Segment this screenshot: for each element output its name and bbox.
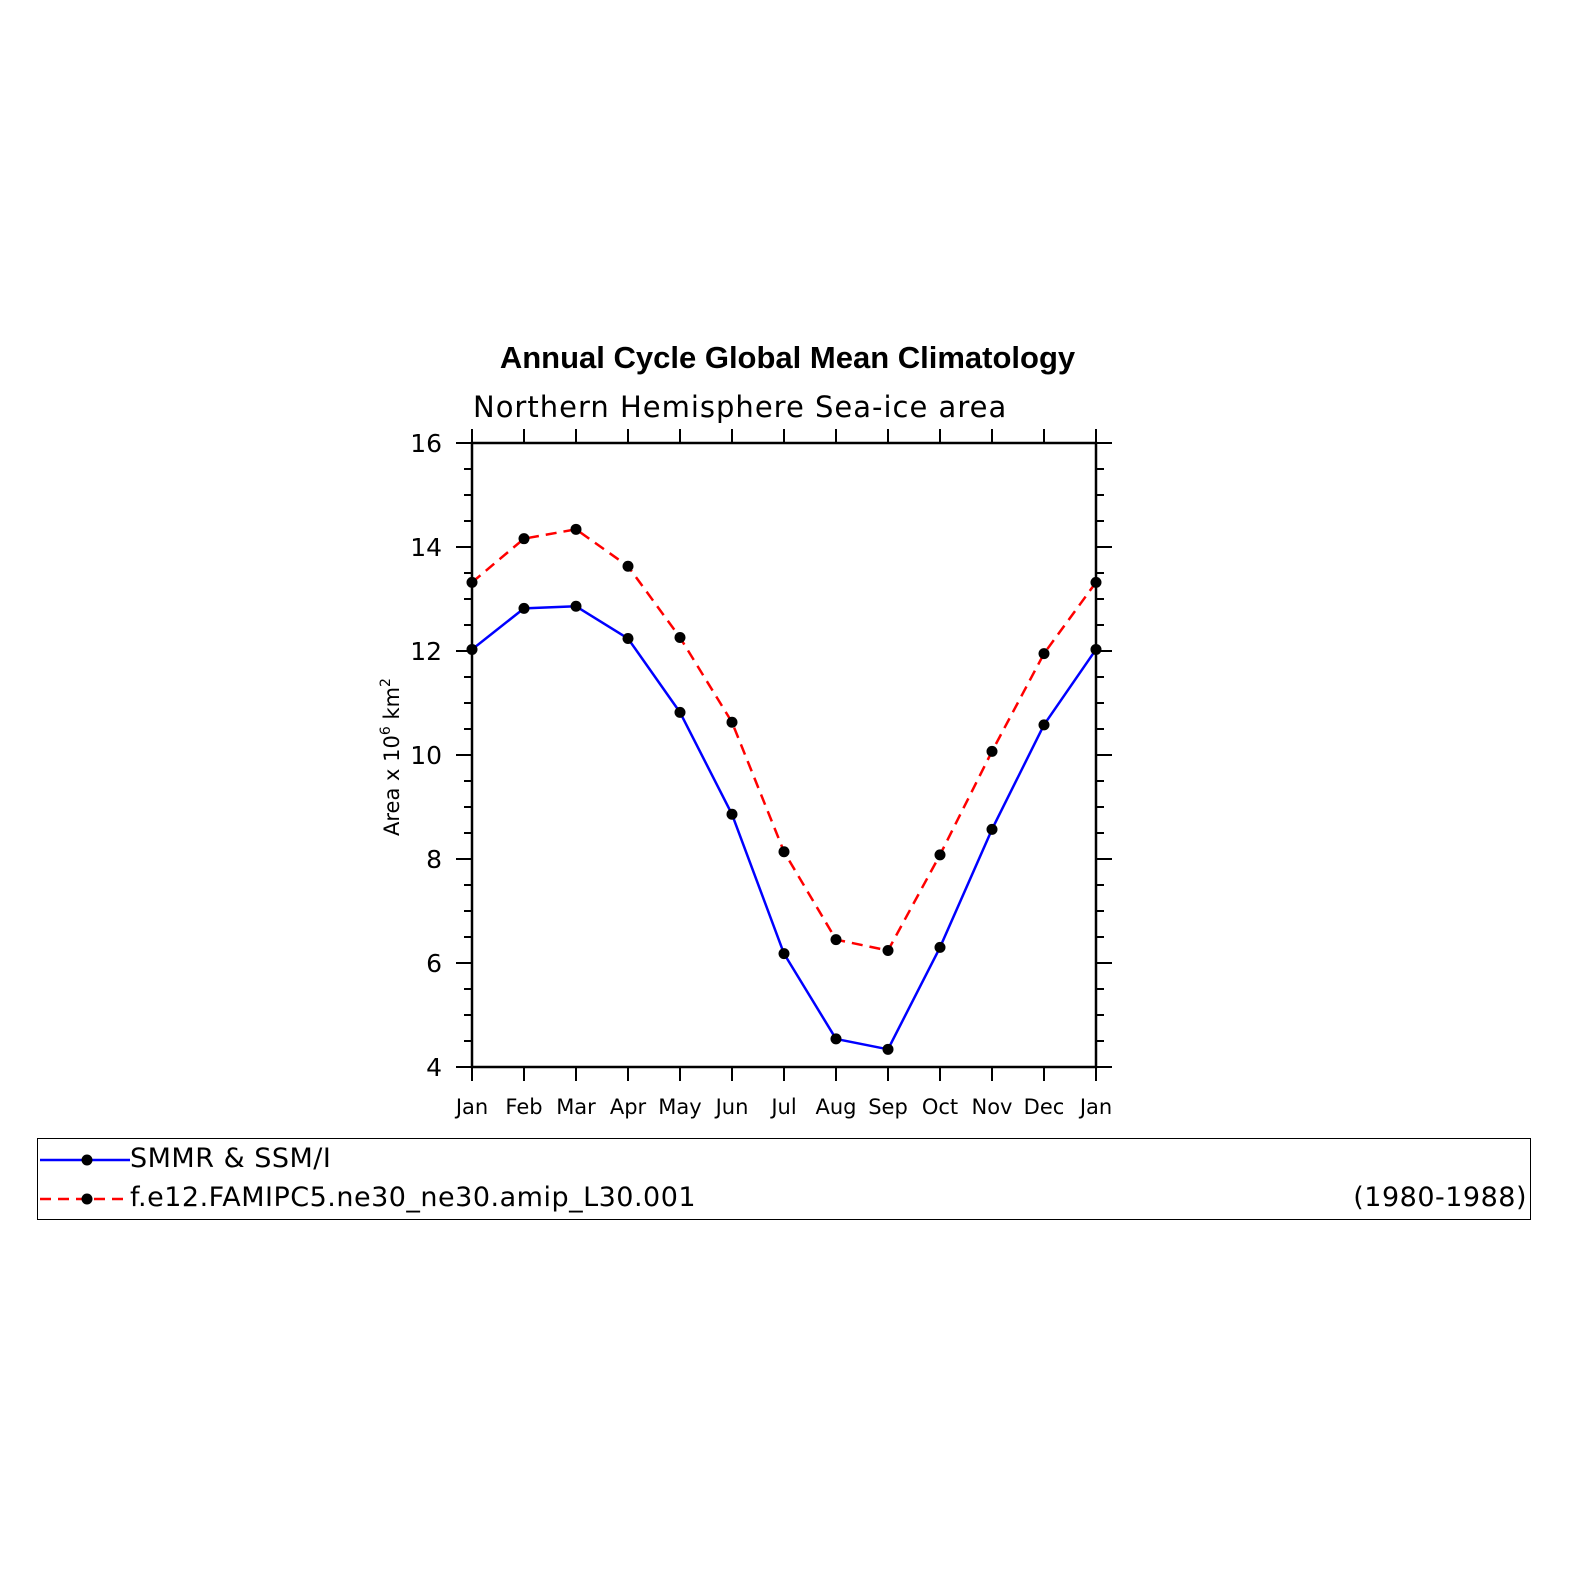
series-0-point <box>518 602 530 614</box>
x-tick-label: Mar <box>556 1095 596 1119</box>
x-tick-label: May <box>658 1095 701 1119</box>
x-tick-label: Feb <box>505 1095 542 1119</box>
legend-item-model: f.e12.FAMIPC5.ne30_ne30.amip_L30.001 (19… <box>38 1180 1530 1220</box>
series-0-point <box>622 633 634 645</box>
series-1-point <box>1090 576 1102 588</box>
y-tick-label: 10 <box>410 741 442 770</box>
series-1-point <box>1038 648 1050 660</box>
series-0-point <box>986 823 998 835</box>
series-0-point <box>674 706 686 718</box>
series-1-point <box>518 533 530 545</box>
series-0-point <box>778 948 790 960</box>
legend-item-observations: SMMR & SSM/I <box>38 1141 1530 1181</box>
series-1-point <box>674 631 686 643</box>
x-tick-label: Sep <box>868 1095 908 1119</box>
series-1-point <box>570 523 582 535</box>
y-axis-label-base: Area x 10 <box>380 735 404 836</box>
axes-layer: 4 6 8 10 12 14 16 Jan Feb Mar Apr May Jun Jul Aug Sep Oc… <box>410 429 1112 1119</box>
y-tick-label: 4 <box>426 1053 442 1082</box>
series-1-point <box>778 846 790 858</box>
series-1-point <box>830 934 842 946</box>
series-0-point <box>830 1033 842 1045</box>
chart-subtitle: Northern Hemisphere Sea-ice area <box>473 390 1008 424</box>
x-tick-label: Dec <box>1024 1095 1065 1119</box>
series-0-point <box>726 808 738 820</box>
y-tick-label: 8 <box>426 845 442 874</box>
legend-label-observations: SMMR & SSM/I <box>130 1143 332 1174</box>
x-tick-label: Nov <box>972 1095 1013 1119</box>
series-line-0 <box>471 605 1098 1051</box>
y-axis-label-mid: km <box>380 687 404 726</box>
series-0-point <box>466 643 478 655</box>
plot-frame <box>470 441 1098 1069</box>
series-1-point <box>726 716 738 728</box>
series-0-point <box>570 600 582 612</box>
series-1-point <box>882 945 894 957</box>
series-1-point <box>622 560 634 572</box>
legend: SMMR & SSM/I f.e12.FAMIPC5.ne30_ne30.ami… <box>37 1138 1531 1220</box>
series-layer <box>466 523 1102 1055</box>
chart-title: Annual Cycle Global Mean Climatology <box>499 340 1076 375</box>
x-tick-label: Oct <box>922 1095 958 1119</box>
series-line-1 <box>471 528 1098 952</box>
series-0-point <box>1090 643 1102 655</box>
y-tick-label: 12 <box>410 637 442 666</box>
legend-period: (1980-1988) <box>1353 1182 1527 1213</box>
y-tick-label: 6 <box>426 949 442 978</box>
legend-swatch-model <box>40 1193 130 1205</box>
series-1-point <box>466 576 478 588</box>
legend-label-model: f.e12.FAMIPC5.ne30_ne30.amip_L30.001 <box>130 1182 697 1213</box>
y-tick-label: 16 <box>410 429 442 458</box>
x-tick-label: Jul <box>769 1095 796 1119</box>
series-0-point <box>1038 719 1050 731</box>
x-tick-label: Aug <box>815 1095 856 1119</box>
x-tick-label: Apr <box>610 1095 647 1119</box>
y-tick-label: 14 <box>410 533 442 562</box>
y-axis-label: Area x 106 km2 <box>378 678 404 836</box>
x-tick-label: Jan <box>1078 1095 1112 1119</box>
series-1-point <box>986 745 998 757</box>
x-tick-label: Jan <box>454 1095 488 1119</box>
y-axis-label-exp2: 2 <box>378 678 394 687</box>
series-1-point <box>934 849 946 861</box>
y-axis-label-exp1: 6 <box>378 726 394 735</box>
series-0-point <box>882 1043 894 1055</box>
series-0-point <box>934 941 946 953</box>
legend-swatch-observations <box>40 1154 130 1166</box>
x-tick-label: Jun <box>714 1095 749 1119</box>
